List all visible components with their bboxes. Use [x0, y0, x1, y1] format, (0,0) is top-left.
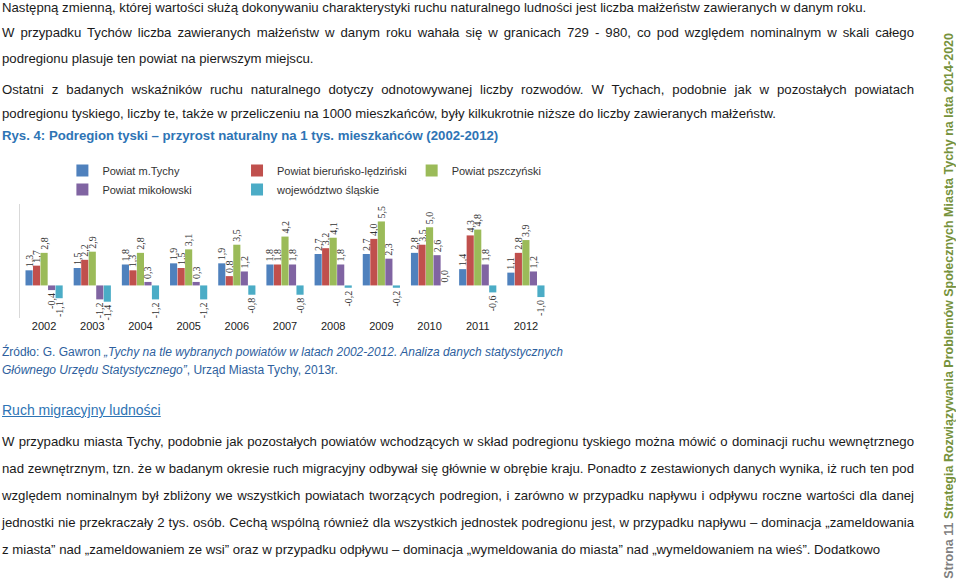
svg-text:1,8: 1,8: [480, 249, 491, 261]
svg-text:2005: 2005: [176, 320, 200, 332]
svg-text:-1,1: -1,1: [54, 301, 65, 317]
svg-text:5,5: 5,5: [376, 206, 387, 219]
svg-text:3,1: 3,1: [183, 234, 194, 247]
svg-text:1,3: 1,3: [24, 255, 35, 268]
svg-text:1,8: 1,8: [272, 249, 283, 261]
svg-text:1,5: 1,5: [72, 252, 83, 265]
svg-text:0,8: 0,8: [224, 261, 235, 274]
svg-text:4,1: 4,1: [328, 222, 339, 235]
svg-text:-1,2: -1,2: [94, 302, 105, 318]
svg-text:4,8: 4,8: [472, 214, 483, 227]
svg-text:województwo śląskie: województwo śląskie: [276, 184, 379, 196]
svg-text:2006: 2006: [225, 320, 249, 332]
svg-text:1,4: 1,4: [457, 254, 468, 267]
svg-text:Powiat pszczyński: Powiat pszczyński: [452, 165, 541, 177]
svg-text:1,8: 1,8: [287, 249, 298, 261]
svg-text:2011: 2011: [466, 320, 490, 332]
svg-text:3,9: 3,9: [520, 225, 531, 238]
svg-text:-0,6: -0,6: [487, 295, 498, 311]
svg-text:1,7: 1,7: [31, 250, 42, 263]
svg-text:-0,4: -0,4: [46, 293, 57, 309]
svg-text:1,8: 1,8: [335, 249, 346, 261]
html-text:W przypadku miasta Tychy, podo: W przypadku miasta Tychy, podobnie jak p…: [2, 434, 914, 557]
svg-text:3,2: 3,2: [320, 233, 331, 246]
svg-text:1,8: 1,8: [120, 249, 131, 261]
svg-text:3,5: 3,5: [231, 229, 242, 242]
svg-text:2003: 2003: [80, 320, 104, 332]
svg-text:1,1: 1,1: [505, 257, 516, 270]
svg-text:2002: 2002: [32, 320, 56, 332]
svg-text:1,2: 1,2: [239, 256, 250, 269]
html-text:Strategia Rozwiązywania Proble: Strategia Rozwiązywania Problemów Społec…: [942, 33, 956, 520]
svg-text:1,3: 1,3: [127, 255, 138, 268]
svg-text:2010: 2010: [417, 320, 441, 332]
svg-text:2,9: 2,9: [87, 236, 98, 249]
svg-text:0,0: 0,0: [439, 270, 450, 283]
svg-text:0,3: 0,3: [191, 266, 202, 279]
svg-text:2009: 2009: [369, 320, 393, 332]
svg-text:-0,8: -0,8: [295, 298, 306, 314]
svg-text:-0,2: -0,2: [343, 291, 354, 307]
svg-text:2,8: 2,8: [39, 237, 50, 250]
svg-text:Powiat bieruńsko-lędziński: Powiat bieruńsko-lędziński: [277, 165, 407, 177]
svg-text:2,7: 2,7: [361, 239, 372, 252]
svg-text:-1,2: -1,2: [150, 302, 161, 318]
svg-text:2,3: 2,3: [383, 243, 394, 256]
svg-text:2007: 2007: [273, 320, 297, 332]
svg-text:2012: 2012: [514, 320, 538, 332]
svg-text:4,0: 4,0: [368, 223, 379, 236]
svg-text:2,8: 2,8: [135, 237, 146, 250]
svg-text:-0,8: -0,8: [246, 298, 257, 314]
html-text:W przypadku Tychów liczba zawi: W przypadku Tychów liczba zawieranych ma…: [2, 25, 914, 66]
svg-text:1,9: 1,9: [168, 248, 179, 261]
svg-text:5,0: 5,0: [424, 212, 435, 225]
svg-text:-0,2: -0,2: [391, 291, 402, 307]
svg-text:-1,4: -1,4: [102, 305, 113, 321]
svg-text:4,3: 4,3: [465, 220, 476, 233]
html-text:Strona 11: Strona 11: [942, 522, 956, 579]
svg-text:0,3: 0,3: [142, 266, 153, 279]
svg-text:2008: 2008: [321, 320, 345, 332]
svg-text:Powiat m.Tychy: Powiat m.Tychy: [102, 165, 180, 177]
svg-text:2004: 2004: [128, 320, 152, 332]
svg-text:2,6: 2,6: [432, 240, 443, 253]
svg-text:-1,2: -1,2: [198, 302, 209, 318]
svg-text:1,8: 1,8: [264, 249, 275, 261]
svg-text:2,8: 2,8: [513, 237, 524, 250]
html-text:Ostatni z badanych wskaźników: Ostatni z badanych wskaźników ruchu natu…: [2, 82, 914, 121]
svg-text:1,9: 1,9: [216, 248, 227, 261]
svg-text:2,7: 2,7: [313, 239, 324, 252]
svg-text:4,2: 4,2: [280, 221, 291, 234]
html-text:Rys. 4: Podregion tyski – przy: Rys. 4: Podregion tyski – przyrost natur…: [2, 128, 499, 143]
html-text:Ruch migracyjny ludności: Ruch migracyjny ludności: [2, 402, 161, 418]
svg-text:2,2: 2,2: [79, 244, 90, 257]
svg-text:2,8: 2,8: [409, 237, 420, 250]
svg-text:3,5: 3,5: [417, 229, 428, 242]
html-text:Następną zmienną, której warto: Następną zmienną, której wartości służą …: [2, 0, 867, 15]
svg-text:1,2: 1,2: [528, 256, 539, 269]
svg-text:1,5: 1,5: [176, 252, 187, 265]
html-text:Źródło: G. Gawron „Tychy na tl: Źródło: G. Gawron „Tychy na tle wybranyc…: [2, 345, 563, 377]
svg-text:Powiat mikołowski: Powiat mikołowski: [102, 184, 191, 196]
svg-text:-1,0: -1,0: [535, 300, 546, 316]
